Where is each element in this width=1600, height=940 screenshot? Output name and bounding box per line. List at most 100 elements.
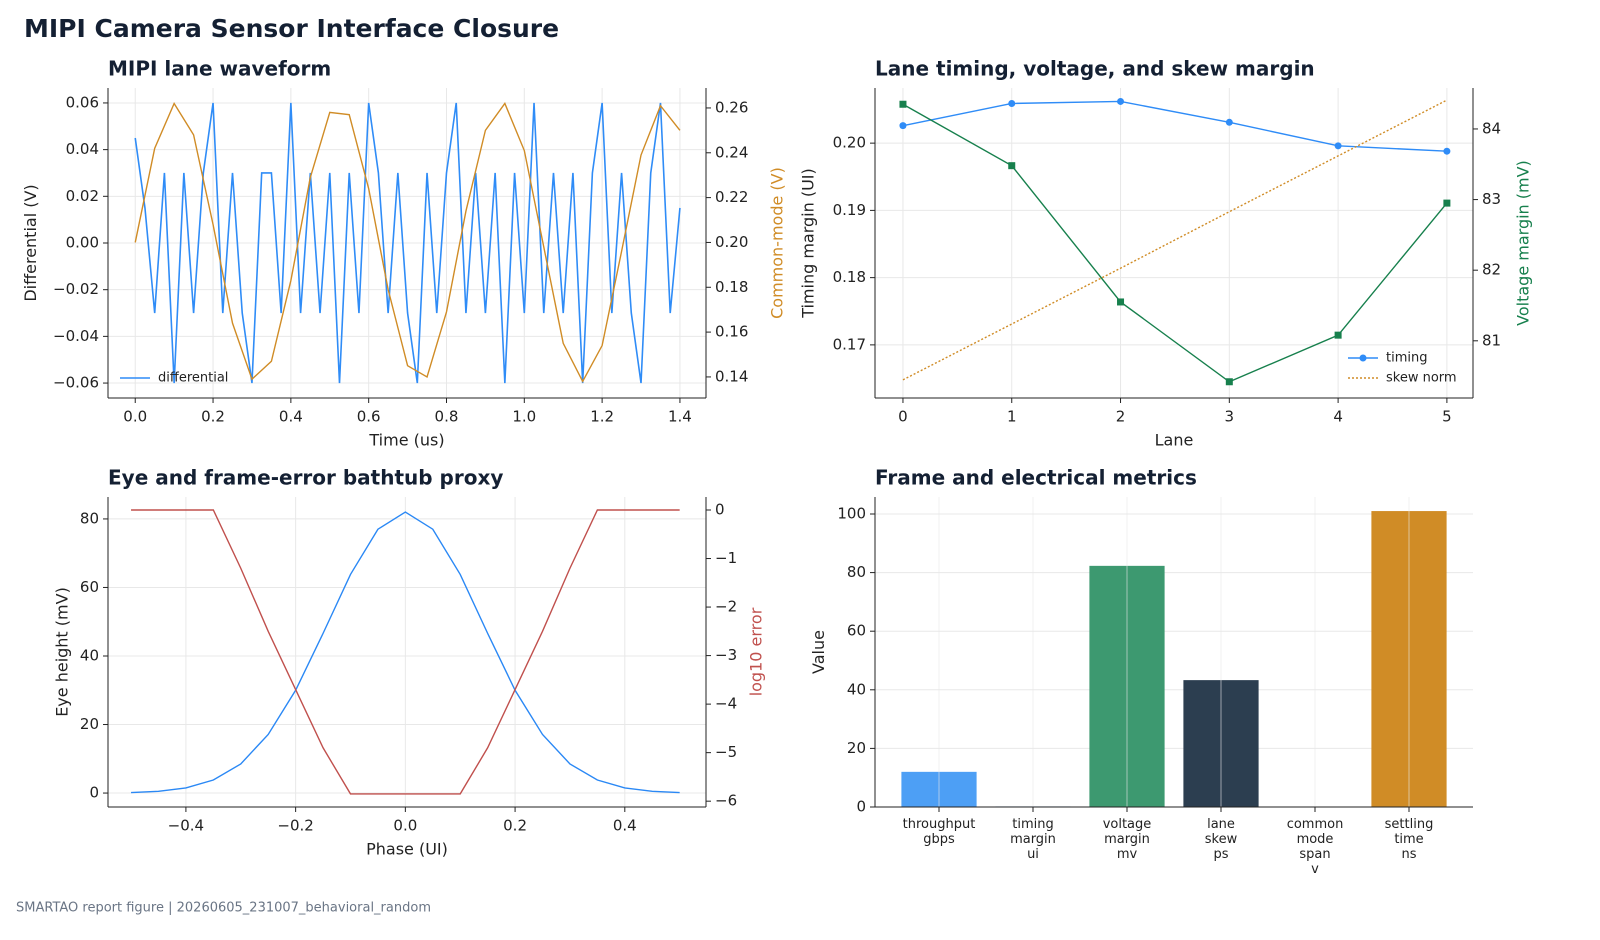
marker (1117, 97, 1125, 105)
x-tick-label: 0.4 (279, 408, 303, 426)
x-axis-label: Time (us) (368, 431, 444, 450)
x-tick-label: 0.6 (357, 408, 381, 426)
x-tick-label: voltage margin mv (1102, 817, 1152, 862)
y2-tick-label: 0.26 (715, 98, 748, 116)
marker (1008, 99, 1016, 107)
y-tick-label: 0 (89, 784, 99, 802)
y2-tick-label: 0.16 (715, 323, 748, 341)
y-tick-label: 0.00 (66, 234, 99, 252)
panel-title: Frame and electrical metrics (875, 466, 1197, 490)
x-tick-label: 0.0 (393, 817, 417, 835)
x-tick-label: 1.0 (512, 408, 536, 426)
y2-tick-label: 0.22 (715, 188, 748, 206)
y-tick-label: 0 (856, 798, 866, 816)
marker (1008, 162, 1016, 170)
series-line (131, 509, 680, 795)
y2-tick-label: −2 (715, 598, 737, 616)
y-tick-label: −0.04 (53, 327, 99, 345)
y2-axis-label: Common-mode (V) (768, 167, 787, 319)
x-tick-label: 0.4 (613, 817, 637, 835)
y2-tick-label: 0.18 (715, 278, 748, 296)
series-line (902, 103, 1448, 383)
legend-label: timing (1386, 351, 1427, 366)
marker (1443, 147, 1451, 155)
y2-axis-label: log10 error (747, 607, 766, 696)
y2-tick-label: 81 (1482, 331, 1501, 349)
y-axis-label: Timing margin (UI) (799, 168, 818, 319)
y2-tick-label: 84 (1482, 119, 1501, 137)
x-axis-label: Phase (UI) (366, 840, 448, 859)
x-tick-label: throughput gbps (902, 817, 976, 847)
y-tick-label: 100 (837, 504, 866, 522)
y-tick-label: 80 (847, 563, 866, 581)
marker (1443, 199, 1451, 207)
y-tick-label: 0.06 (66, 93, 99, 111)
x-tick-label: 2 (1116, 408, 1126, 426)
x-tick-label: 0.2 (201, 408, 225, 426)
x-tick-label: lane skew ps (1204, 817, 1238, 862)
x-axis-label: Lane (1155, 431, 1194, 450)
marker (1334, 142, 1342, 150)
y-tick-label: 40 (847, 680, 866, 698)
x-tick-label: 0.2 (503, 817, 527, 835)
x-tick-label: common mode span v (1286, 817, 1344, 877)
y-tick-label: 60 (80, 578, 99, 596)
series-line (902, 99, 1448, 381)
legend-label: differential (158, 371, 228, 386)
x-tick-label: 0 (898, 408, 908, 426)
y2-tick-label: −5 (715, 743, 737, 761)
y-tick-label: 0.04 (66, 140, 99, 158)
x-tick-label: −0.4 (168, 817, 204, 835)
y-axis-label: Value (809, 630, 828, 674)
y2-tick-label: −4 (715, 695, 737, 713)
y2-tick-label: 0.24 (715, 143, 748, 161)
x-tick-label: −0.2 (277, 817, 313, 835)
y-tick-label: −0.02 (53, 280, 99, 298)
x-tick-label: 0.8 (435, 408, 459, 426)
x-tick-label: 3 (1225, 408, 1235, 426)
footer: SMARTAO report figure | 20260605_231007_… (16, 901, 431, 916)
y-tick-label: 0.17 (833, 335, 866, 353)
y-tick-label: 0.18 (833, 268, 866, 286)
series-line (134, 102, 681, 384)
y2-tick-label: −1 (715, 549, 737, 567)
y-tick-label: 0.20 (833, 134, 866, 152)
marker (899, 100, 907, 108)
series-line (134, 101, 681, 383)
panel-title: Eye and frame-error bathtub proxy (108, 466, 503, 490)
panel-title: MIPI lane waveform (108, 57, 331, 81)
y-axis-label: Differential (V) (21, 184, 40, 301)
marker (1334, 331, 1342, 339)
x-tick-label: timing margin ui (1010, 817, 1056, 862)
x-tick-label: 0.0 (123, 408, 147, 426)
x-tick-label: 4 (1333, 408, 1343, 426)
marker (1225, 378, 1233, 386)
y-tick-label: 60 (847, 622, 866, 640)
y2-tick-label: 82 (1482, 261, 1501, 279)
x-tick-label: settling time ns (1384, 817, 1434, 862)
marker (899, 122, 907, 130)
panel-title: Lane timing, voltage, and skew margin (875, 57, 1315, 81)
y-tick-label: 20 (847, 739, 866, 757)
x-tick-label: 1.2 (590, 408, 614, 426)
y-axis-label: Eye height (mV) (53, 587, 72, 717)
legend-marker (1359, 354, 1367, 362)
y-tick-label: 0.19 (833, 201, 866, 219)
y2-tick-label: 0.14 (715, 367, 748, 385)
y-tick-label: 20 (80, 715, 99, 733)
y-tick-label: −0.06 (53, 374, 99, 392)
y2-axis-label: Voltage margin (mV) (1514, 160, 1533, 326)
x-tick-label: 1.4 (668, 408, 692, 426)
y2-tick-label: −3 (715, 646, 737, 664)
y-tick-label: 40 (80, 646, 99, 664)
y-tick-label: 0.02 (66, 187, 99, 205)
x-tick-label: 5 (1442, 408, 1452, 426)
marker (1117, 298, 1125, 306)
y2-tick-label: 0 (715, 501, 725, 519)
marker (1225, 118, 1233, 126)
y2-tick-label: 0.20 (715, 233, 748, 251)
y2-tick-label: −6 (715, 792, 737, 810)
figure-title: MIPI Camera Sensor Interface Closure (24, 14, 559, 43)
